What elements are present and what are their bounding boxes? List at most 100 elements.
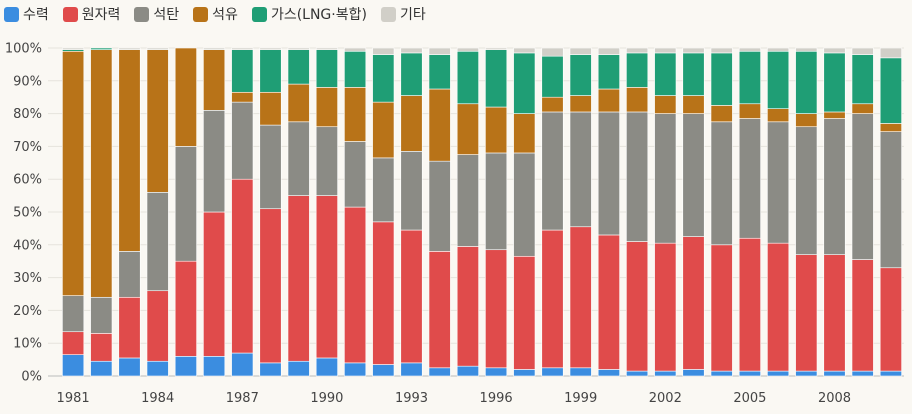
legend-item-4[interactable]: 가스(LNG·복합) (251, 4, 367, 24)
bar-segment-1981-5[interactable] (62, 47, 85, 50)
bar-segment-1988-0[interactable] (259, 362, 282, 377)
bar-segment-2007-1[interactable] (795, 254, 818, 372)
bar-segment-1988-2[interactable] (259, 124, 282, 210)
bar-segment-1998-0[interactable] (541, 367, 564, 377)
bar-segment-1988-4[interactable] (259, 49, 282, 93)
bar-segment-1996-3[interactable] (485, 106, 508, 154)
bar-segment-1995-4[interactable] (456, 50, 479, 105)
bar-segment-2006-0[interactable] (767, 370, 790, 377)
bar-segment-2009-2[interactable] (851, 113, 874, 260)
bar-segment-1994-3[interactable] (428, 88, 451, 162)
bar-segment-1992-3[interactable] (372, 101, 395, 159)
bar-segment-1990-5[interactable] (315, 47, 338, 50)
bar-segment-1993-0[interactable] (400, 362, 423, 377)
bar-segment-1997-0[interactable] (513, 369, 536, 377)
bar-segment-2001-4[interactable] (626, 52, 649, 88)
bar-segment-1985-3[interactable] (174, 47, 197, 147)
bar-segment-2008-5[interactable] (823, 47, 846, 54)
bar-segment-2005-4[interactable] (738, 50, 761, 105)
bar-segment-1996-5[interactable] (485, 47, 508, 50)
bar-segment-2001-5[interactable] (626, 47, 649, 54)
bar-segment-1981-1[interactable] (62, 331, 85, 355)
bar-segment-1993-5[interactable] (400, 47, 423, 54)
bar-segment-1993-3[interactable] (400, 95, 423, 152)
bar-segment-1987-0[interactable] (231, 352, 254, 377)
bar-segment-1983-2[interactable] (118, 251, 141, 298)
bar-segment-1999-4[interactable] (569, 54, 592, 96)
bar-segment-1991-4[interactable] (344, 50, 367, 88)
bar-segment-2002-1[interactable] (654, 242, 677, 372)
bar-segment-1984-1[interactable] (146, 290, 169, 362)
bar-segment-2005-3[interactable] (738, 103, 761, 119)
legend-item-3[interactable]: 석유 (193, 4, 238, 24)
bar-segment-1981-0[interactable] (62, 354, 85, 377)
bar-segment-2007-4[interactable] (795, 50, 818, 114)
bar-segment-1983-0[interactable] (118, 357, 141, 377)
bar-segment-1990-1[interactable] (315, 195, 338, 359)
bar-segment-2002-2[interactable] (654, 113, 677, 244)
bar-segment-2009-3[interactable] (851, 103, 874, 114)
bar-segment-1985-0[interactable] (174, 356, 197, 377)
bar-segment-1982-4[interactable] (90, 47, 113, 50)
bar-segment-1994-4[interactable] (428, 54, 451, 90)
bar-segment-1998-2[interactable] (541, 111, 564, 231)
bar-segment-1983-3[interactable] (118, 49, 141, 252)
bar-segment-1991-2[interactable] (344, 141, 367, 208)
bar-segment-1994-5[interactable] (428, 47, 451, 55)
bar-segment-1990-0[interactable] (315, 357, 338, 377)
bar-segment-2007-5[interactable] (795, 47, 818, 52)
bar-segment-1998-4[interactable] (541, 55, 564, 98)
bar-segment-1995-0[interactable] (456, 365, 479, 377)
bar-segment-1994-1[interactable] (428, 251, 451, 369)
bar-segment-2003-3[interactable] (682, 95, 705, 114)
bar-segment-2005-2[interactable] (738, 118, 761, 239)
bar-segment-2006-1[interactable] (767, 242, 790, 372)
bar-segment-1983-1[interactable] (118, 296, 141, 359)
bar-segment-1997-5[interactable] (513, 47, 536, 54)
bar-segment-1986-2[interactable] (203, 110, 226, 213)
bar-segment-1998-1[interactable] (541, 229, 564, 369)
bar-segment-2005-1[interactable] (738, 237, 761, 372)
bar-segment-2010-2[interactable] (879, 131, 902, 269)
legend-item-5[interactable]: 기타 (380, 4, 426, 24)
bar-segment-1981-2[interactable] (62, 295, 85, 333)
legend-item-2[interactable]: 석탄 (134, 4, 179, 24)
bar-segment-1996-1[interactable] (485, 249, 508, 369)
bar-segment-2004-4[interactable] (710, 52, 733, 106)
bar-segment-1995-5[interactable] (456, 47, 479, 52)
bar-segment-1993-1[interactable] (400, 229, 423, 364)
bar-segment-1994-0[interactable] (428, 367, 451, 377)
bar-segment-1993-4[interactable] (400, 52, 423, 96)
bar-segment-1988-3[interactable] (259, 91, 282, 126)
bar-segment-1989-2[interactable] (287, 121, 310, 196)
bar-segment-2008-2[interactable] (823, 118, 846, 255)
bar-segment-2000-0[interactable] (597, 369, 620, 377)
bar-segment-2004-5[interactable] (710, 47, 733, 54)
bar-segment-2004-2[interactable] (710, 121, 733, 246)
bar-segment-2001-3[interactable] (626, 87, 649, 113)
bar-segment-1985-2[interactable] (174, 146, 197, 262)
bar-segment-2007-2[interactable] (795, 126, 818, 255)
bar-segment-1999-0[interactable] (569, 367, 592, 377)
bar-segment-1992-1[interactable] (372, 221, 395, 365)
bar-segment-2010-5[interactable] (879, 47, 902, 59)
legend-item-1[interactable]: 원자력 (62, 4, 120, 24)
bar-segment-2003-2[interactable] (682, 113, 705, 237)
bar-segment-1991-1[interactable] (344, 206, 367, 364)
bar-segment-1999-5[interactable] (569, 47, 592, 55)
bar-segment-1987-4[interactable] (231, 49, 254, 93)
bar-segment-1992-5[interactable] (372, 47, 395, 55)
bar-segment-2006-5[interactable] (767, 47, 790, 52)
bar-segment-1999-1[interactable] (569, 226, 592, 369)
bar-segment-2001-0[interactable] (626, 370, 649, 377)
bar-segment-1992-2[interactable] (372, 157, 395, 223)
bar-segment-2009-4[interactable] (851, 54, 874, 105)
bar-segment-2009-5[interactable] (851, 47, 874, 55)
bar-segment-1998-3[interactable] (541, 96, 564, 113)
bar-segment-2003-4[interactable] (682, 52, 705, 96)
bar-segment-1991-0[interactable] (344, 362, 367, 377)
bar-segment-2004-1[interactable] (710, 244, 733, 372)
bar-segment-1989-5[interactable] (287, 47, 310, 50)
bar-segment-1987-5[interactable] (231, 47, 254, 50)
bar-segment-2009-0[interactable] (851, 370, 874, 377)
